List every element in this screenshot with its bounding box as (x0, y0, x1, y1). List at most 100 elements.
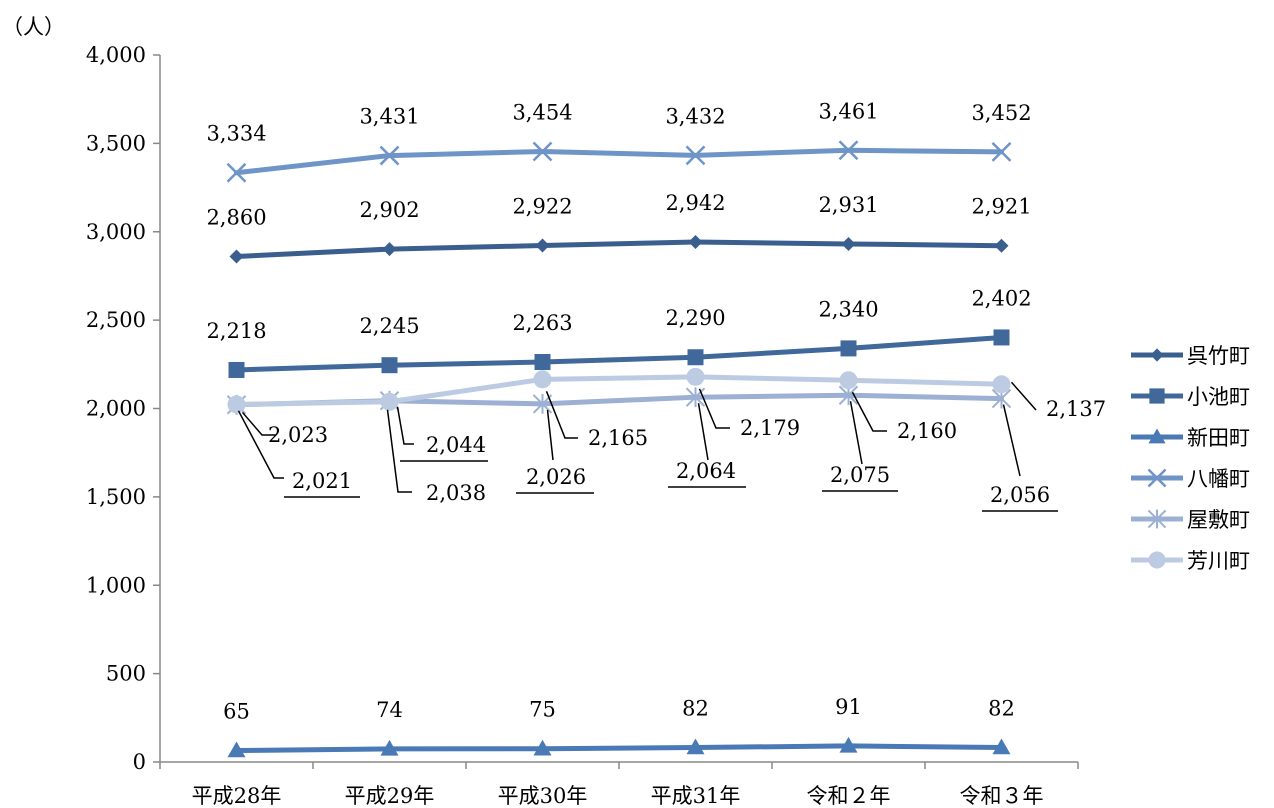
point-triangle (686, 738, 705, 755)
series-line (234, 334, 1004, 373)
point-star (1147, 509, 1167, 529)
series-line (234, 743, 1004, 754)
data-label: 2,165 (588, 426, 648, 450)
point-square (534, 354, 551, 371)
legend-label: 屋敷町 (1187, 508, 1250, 532)
y-tick-label: 2,500 (86, 308, 146, 332)
point-triangle (533, 739, 552, 756)
legend-label: 新田町 (1187, 426, 1250, 450)
leader-line (241, 411, 276, 436)
point-circle (1148, 551, 1166, 569)
y-tick-label: 2,000 (86, 397, 146, 421)
point-triangle (839, 736, 858, 753)
data-label: 2,026 (526, 465, 586, 489)
data-label: 2,160 (897, 419, 957, 443)
point-triangle (992, 738, 1011, 755)
point-triangle (1148, 428, 1166, 444)
x-category-label: 令和２年 (807, 784, 891, 808)
leader-line (849, 401, 863, 465)
data-label: 3,334 (206, 122, 266, 146)
series-circle (227, 367, 1011, 414)
data-label: 65 (223, 700, 250, 724)
data-label: 2,137 (1046, 397, 1106, 421)
data-label: 2,921 (971, 195, 1031, 219)
data-label: 3,454 (512, 101, 572, 125)
point-star (685, 387, 706, 408)
data-label: 2,340 (818, 297, 878, 321)
series-line (234, 239, 1004, 259)
series-line (234, 374, 1004, 407)
point-circle (839, 371, 858, 390)
legend-item: 屋敷町 (1131, 508, 1250, 532)
point-circle (380, 392, 399, 411)
data-label: 2,942 (665, 191, 725, 215)
legend-item: 新田町 (1131, 426, 1250, 450)
data-label: 2,021 (292, 469, 352, 493)
data-label: 2,931 (818, 193, 878, 217)
leader-line (396, 406, 414, 445)
point-triangle (227, 741, 246, 758)
x-category-label: 平成29年 (345, 784, 435, 808)
point-x (1147, 468, 1167, 488)
data-label: 75 (529, 698, 556, 722)
legend-item: 呉竹町 (1131, 344, 1250, 368)
series-line (234, 147, 1004, 176)
point-x (532, 141, 553, 162)
y-tick-label: 1,500 (86, 485, 146, 509)
series-diamond (229, 235, 1009, 264)
leader-line (545, 391, 578, 439)
x-category-label: 平成28年 (192, 784, 282, 808)
point-circle (686, 367, 705, 386)
point-x (838, 140, 859, 161)
y-tick-label: 3,000 (86, 220, 146, 244)
leader-line (851, 391, 887, 432)
legend-label: 芳川町 (1187, 549, 1250, 573)
y-unit-label: （人） (2, 15, 65, 39)
data-label: 91 (835, 695, 862, 719)
legend-label: 八幡町 (1187, 467, 1250, 491)
point-circle (992, 375, 1011, 394)
data-label: 2,402 (971, 286, 1031, 310)
y-axis-ticks: 0 500 1,000 1,500 2,000 2,500 3,000 3,500 4,000 (86, 43, 160, 774)
leader-line (546, 409, 554, 461)
point-diamond (535, 238, 550, 253)
point-circle (533, 370, 552, 389)
y-tick-label: 500 (106, 662, 146, 686)
data-label: 2,023 (268, 423, 328, 447)
point-square (381, 357, 398, 374)
y-tick-label: 1,000 (86, 573, 146, 597)
y-tick-label: 4,000 (86, 43, 146, 67)
x-axis-categories: 平成28年 平成29年 平成30年 平成31年 令和２年 令和３年 (159, 762, 1079, 808)
data-label: 3,431 (359, 105, 419, 129)
leader-line (698, 388, 730, 429)
point-square (228, 361, 245, 378)
legend-label: 呉竹町 (1187, 344, 1250, 368)
data-label: 2,075 (830, 463, 890, 487)
leader-line (237, 410, 284, 479)
point-triangle (380, 739, 399, 756)
point-square (1149, 388, 1165, 404)
point-diamond (841, 236, 856, 251)
x-category-label: 平成31年 (651, 784, 741, 808)
point-diamond (382, 242, 397, 257)
series-x (226, 140, 1012, 183)
point-x (226, 162, 247, 183)
data-label: 2,290 (665, 306, 725, 330)
series-triangle (227, 736, 1011, 758)
point-diamond (994, 238, 1009, 253)
point-circle (227, 395, 246, 414)
point-x (685, 145, 706, 166)
data-label: 2,263 (512, 311, 572, 335)
leader-line (697, 403, 709, 461)
data-label: 2,860 (206, 205, 266, 229)
leader-line (1002, 404, 1021, 477)
data-label: 2,922 (512, 195, 572, 219)
y-tick-label: 3,500 (86, 131, 146, 155)
series-square (228, 329, 1010, 378)
x-category-label: 令和３年 (960, 784, 1044, 808)
data-label: 2,179 (740, 416, 800, 440)
data-label: 2,245 (359, 314, 419, 338)
point-square (993, 329, 1010, 346)
